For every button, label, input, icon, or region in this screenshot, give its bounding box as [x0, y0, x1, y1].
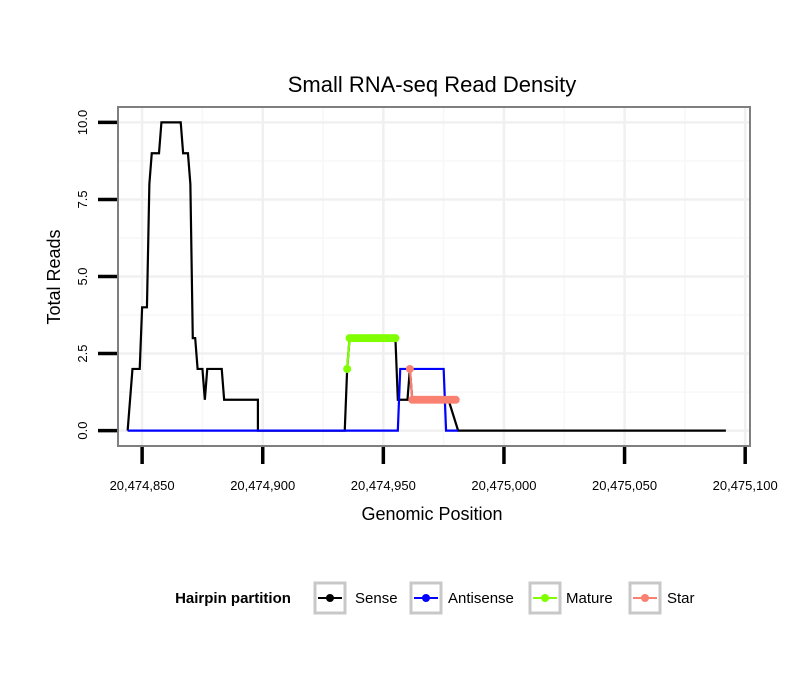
y-tick-label: 7.5 [75, 190, 90, 208]
point-mature [343, 364, 352, 373]
legend-label-star: Star [667, 590, 695, 607]
legend-label-mature: Mature [566, 590, 613, 607]
x-axis-title: Genomic Position [361, 504, 502, 524]
legend-title: Hairpin partition [175, 590, 291, 607]
legend-key-dot-antisense [422, 594, 430, 602]
x-tick-label: 20,475,050 [592, 478, 657, 493]
y-tick-label: 2.5 [75, 345, 90, 363]
x-tick-label: 20,475,100 [713, 478, 778, 493]
y-axis-title: Total Reads [44, 229, 64, 324]
legend: Hairpin partition Sense Antisense Mature St… [175, 581, 695, 615]
point-star [405, 364, 414, 373]
point-mature [391, 334, 400, 343]
legend-key-dot-star [641, 594, 649, 602]
legend-items: Sense Antisense Mature Star [313, 581, 695, 615]
y-tick-label: 0.0 [75, 422, 90, 440]
legend-key-dot-sense [326, 594, 334, 602]
x-tick-label: 20,475,000 [471, 478, 536, 493]
series-line-sense [126, 121, 726, 432]
legend-label-antisense: Antisense [448, 590, 514, 607]
y-tick-label: 5.0 [75, 267, 90, 285]
y-tick-label: 10.0 [75, 110, 90, 135]
x-tick-label: 20,474,950 [351, 478, 416, 493]
plot-border [117, 106, 751, 447]
series-points [343, 334, 460, 404]
chart-title: Small RNA-seq Read Density [288, 72, 577, 97]
x-tick-label: 20,474,900 [230, 478, 295, 493]
y-axis: 0.0 2.5 5.0 7.5 10.0 [75, 110, 117, 440]
point-star [451, 395, 460, 404]
legend-label-sense: Sense [355, 590, 398, 607]
legend-key-dot-mature [541, 594, 549, 602]
series-line-antisense [127, 367, 459, 432]
x-axis: 20,474,850 20,474,900 20,474,950 20,475,000… [110, 447, 778, 493]
x-tick-label: 20,474,850 [110, 478, 175, 493]
